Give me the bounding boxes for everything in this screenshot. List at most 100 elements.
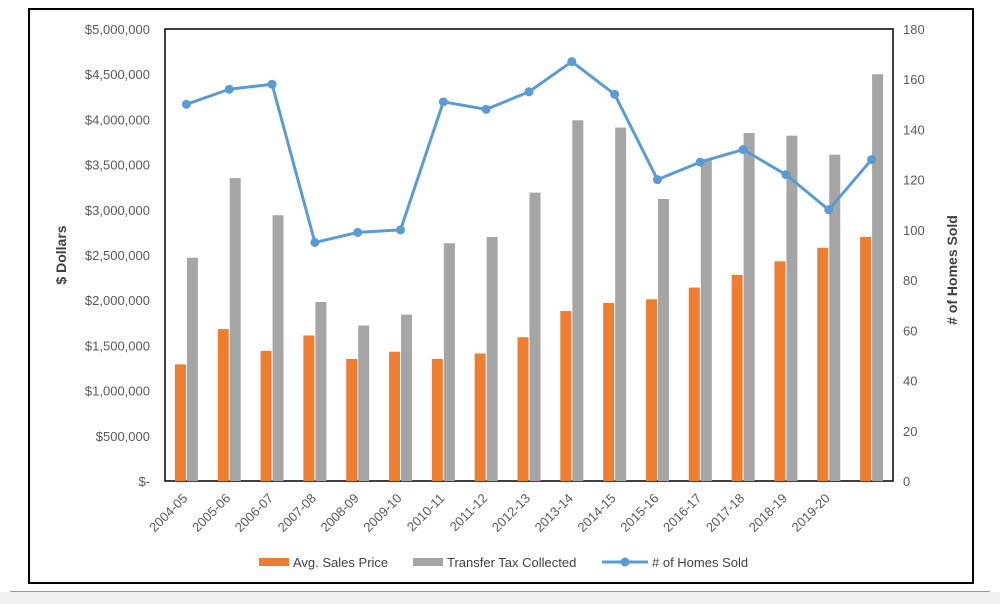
y2-tick-label: 0	[903, 474, 910, 489]
avg-sales-price-bar	[174, 364, 186, 481]
x-tick-label: 2013-14	[532, 491, 576, 535]
legend: Avg. Sales Price Transfer Tax Collected # …	[259, 555, 748, 570]
avg-sales-price-bar	[731, 274, 743, 481]
y-axis-title: $ Dollars	[53, 225, 69, 284]
x-tick-label: 2019-20	[789, 491, 833, 535]
avg-sales-price-bar	[688, 287, 700, 481]
transfer-tax-bar	[786, 135, 798, 481]
transfer-tax-bar	[186, 257, 198, 481]
x-tick-label: 2012-13	[489, 491, 533, 535]
y2-tick-label: 160	[903, 72, 925, 87]
transfer-tax-bar	[486, 236, 498, 481]
homes-sold-point	[695, 157, 705, 167]
y2-tick-label: 120	[903, 173, 925, 188]
x-tick-label: 2007-08	[275, 491, 319, 535]
y-tick-label: $500,000	[96, 429, 150, 444]
avg-sales-price-bar	[860, 236, 872, 481]
homes-sold-point	[181, 99, 191, 109]
avg-sales-price-bar	[260, 350, 272, 481]
transfer-tax-bar	[272, 215, 284, 481]
legend-label-avg-sales-price: Avg. Sales Price	[293, 555, 388, 570]
x-tick-label: 2010-11	[404, 491, 448, 535]
homes-sold-point	[824, 205, 834, 215]
x-tick-label: 2006-07	[232, 491, 276, 535]
transfer-tax-bar	[358, 325, 370, 481]
y-tick-label: $2,500,000	[85, 248, 150, 263]
homes-sold-point	[781, 170, 791, 180]
x-tick-label: 2005-06	[189, 491, 233, 535]
homes-sold-point	[267, 79, 277, 89]
avg-sales-price-bar	[474, 353, 486, 481]
homes-sold-point	[310, 237, 320, 247]
legend-swatch-avg-sales-price	[259, 558, 289, 566]
x-axis: 2004-052005-062006-072007-082008-092009-…	[146, 491, 833, 535]
x-tick-label: 2015-16	[617, 491, 661, 535]
avg-sales-price-bar	[774, 261, 786, 481]
y-tick-label: $2,000,000	[85, 293, 150, 308]
avg-sales-price-bar	[217, 329, 229, 481]
homes-sold-point	[396, 225, 406, 235]
transfer-tax-bar	[872, 74, 884, 481]
transfer-tax-bar	[743, 132, 755, 481]
homes-sold-point	[652, 175, 662, 185]
transfer-tax-bar	[315, 302, 327, 481]
y-tick-label: $1,000,000	[85, 384, 150, 399]
homes-sold-point	[438, 97, 448, 107]
avg-sales-price-bar	[389, 351, 401, 481]
y2-axis-title: # of Homes Sold	[944, 215, 960, 325]
y2-tick-label: 40	[903, 374, 917, 389]
homes-sold-point	[481, 104, 491, 114]
y-tick-label: $-	[138, 474, 150, 489]
line-series	[181, 57, 877, 247]
transfer-tax-bar	[700, 159, 712, 481]
avg-sales-price-bar	[645, 299, 657, 481]
homes-sold-point	[610, 89, 620, 99]
homes-sold-point	[353, 227, 363, 237]
x-tick-label: 2011-12	[447, 491, 491, 535]
avg-sales-price-bar	[560, 311, 572, 481]
legend-label-transfer-tax: Transfer Tax Collected	[447, 555, 576, 570]
y-tick-label: $4,500,000	[85, 67, 150, 82]
homes-sold-point	[224, 84, 234, 94]
homes-sold-point	[524, 87, 534, 97]
x-tick-label: 2008-09	[317, 491, 361, 535]
y-axis-right: 0 20 40 60 80 100 120 140 160 180	[903, 22, 925, 489]
avg-sales-price-bar	[817, 247, 829, 481]
legend-swatch-transfer-tax	[413, 558, 443, 566]
legend-swatch-homes-sold-marker	[620, 557, 630, 567]
x-tick-label: 2004-05	[146, 491, 190, 535]
y-tick-label: $4,000,000	[85, 112, 150, 127]
y-axis-left: $- $500,000 $1,000,000 $1,500,000 $2,000,000…	[85, 22, 150, 489]
y2-tick-label: 20	[903, 424, 917, 439]
avg-sales-price-bar	[517, 337, 529, 481]
x-tick-label: 2018-19	[746, 491, 790, 535]
bar-series	[174, 74, 884, 481]
avg-sales-price-bar	[346, 358, 358, 481]
bottom-rule	[10, 591, 990, 592]
y-tick-label: $1,500,000	[85, 338, 150, 353]
avg-sales-price-bar	[431, 358, 443, 481]
avg-sales-price-bar	[303, 335, 315, 481]
y2-tick-label: 100	[903, 223, 925, 238]
legend-label-homes-sold: # of Homes Sold	[652, 555, 748, 570]
homes-sold-point	[738, 145, 748, 155]
transfer-tax-bar	[401, 314, 413, 481]
bottom-strip	[0, 592, 1000, 604]
homes-sold-point	[567, 57, 577, 67]
y2-tick-label: 80	[903, 273, 917, 288]
transfer-tax-bar	[657, 198, 669, 481]
y2-tick-label: 180	[903, 22, 925, 37]
x-tick-label: 2016-17	[660, 491, 704, 535]
transfer-tax-bar	[615, 127, 627, 481]
homes-sold-point	[867, 155, 877, 165]
avg-sales-price-bar	[603, 302, 615, 481]
x-tick-label: 2014-15	[574, 491, 618, 535]
transfer-tax-bar	[229, 178, 241, 481]
y-tick-label: $3,500,000	[85, 158, 150, 173]
y2-tick-label: 140	[903, 122, 925, 137]
transfer-tax-bar	[529, 192, 541, 481]
y-tick-label: $3,000,000	[85, 203, 150, 218]
x-tick-label: 2017-18	[703, 491, 747, 535]
transfer-tax-bar	[572, 120, 584, 481]
